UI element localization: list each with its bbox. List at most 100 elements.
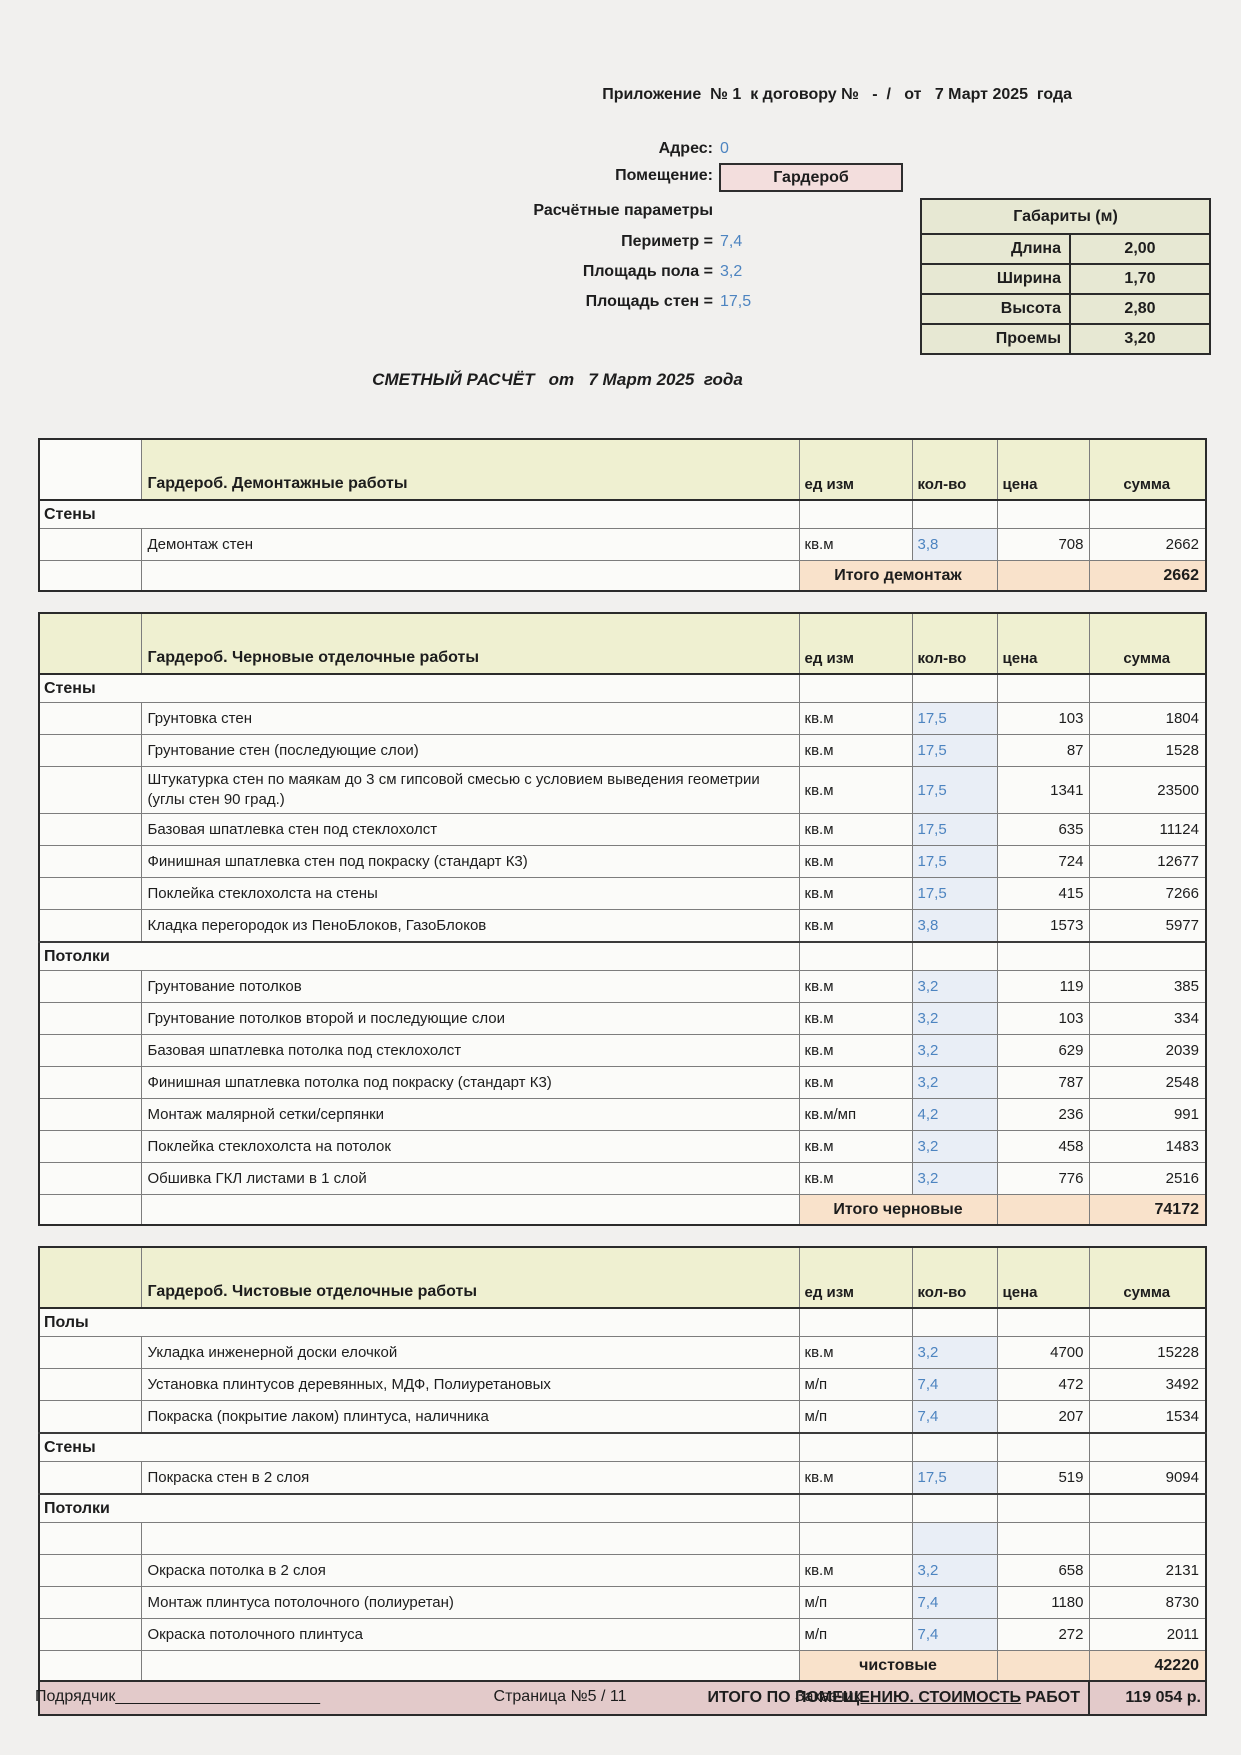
item-qty: 17,5 [911,877,998,910]
item-sum: 2548 [1088,1066,1207,1099]
row-margin-cell [38,766,142,814]
item-price: 119 [996,970,1090,1003]
item-unit: кв.м [798,1554,913,1587]
price-cell [996,941,1090,971]
item-unit [798,1522,913,1555]
item-sum: 2662 [1088,528,1207,561]
item-description: Монтаж малярной сетки/серпянки [140,1098,800,1131]
table-row: Финишная шпатлевка стен под покраску (ст… [38,845,1207,878]
row-margin-cell [38,845,142,878]
item-unit: кв.м [798,734,913,767]
table-row: Базовая шпатлевка стен под стеклохолст кв… [38,813,1207,846]
item-description: Монтаж плинтуса потолочного (полиуретан) [140,1586,800,1619]
table-row: Установка плинтусов деревянных, МДФ, Пол… [38,1368,1207,1401]
unit-cell [798,499,913,529]
item-sum: 2516 [1088,1162,1207,1195]
row-margin-cell [38,1098,142,1131]
item-unit: кв.м [798,1130,913,1163]
table-row: Финишная шпатлевка потолка под покраску … [38,1066,1207,1099]
item-description: Демонтаж стен [140,528,800,561]
item-price: 519 [996,1461,1090,1495]
price-cell [996,1307,1090,1337]
row-margin-cell [38,813,142,846]
item-qty: 4,2 [911,1098,998,1131]
section-corner-cell [38,612,142,675]
item-description: Поклейка стеклохолста на потолок [140,1130,800,1163]
sum-cell [1088,1493,1207,1523]
item-price: 708 [996,528,1090,561]
item-price: 236 [996,1098,1090,1131]
section-header-row: Гардероб. Черновые отделочные работы ед и… [38,612,1207,675]
subtotal-spacer [140,1194,800,1226]
dimensions-title-row: Габариты (м) [920,198,1211,235]
appendix-line: Приложение № 1 к договору № - / от 7 Мар… [602,86,1072,103]
item-price: 87 [996,734,1090,767]
param-floor-area-label: Площадь пола = [582,263,713,280]
row-margin-cell [38,877,142,910]
group-label: Полы [38,1307,800,1337]
item-sum: 2039 [1088,1034,1207,1067]
item-qty: 3,2 [911,1034,998,1067]
group-row: Полы [38,1307,1207,1337]
section-title: Гардероб. Чистовые отделочные работы [140,1246,800,1309]
params-title: Расчётные параметры [533,202,713,219]
group-label: Потолки [38,941,800,971]
item-price: 458 [996,1130,1090,1163]
subtotal-spacer [140,560,800,592]
dimension-value: 3,20 [1069,323,1211,355]
row-margin-cell [38,1554,142,1587]
item-description: Базовая шпатлевка потолка под стеклохолс… [140,1034,800,1067]
dimension-value: 2,00 [1069,233,1211,265]
item-qty: 3,2 [911,970,998,1003]
param-perimeter-value: 7,4 [720,233,743,250]
row-margin-cell [38,702,142,735]
item-description: Укладка инженерной доски елочкой [140,1336,800,1369]
table-row: Демонтаж стен кв.м 3,8 708 2662 [38,528,1207,561]
row-margin-cell [38,909,142,943]
item-description: Обшивка ГКЛ листами в 1 слой [140,1162,800,1195]
param-wall-area: Площадь стен = 17,5 [0,293,751,311]
item-unit: кв.м [798,702,913,735]
item-qty [911,1522,998,1555]
section-title: Гардероб. Демонтажные работы [140,438,800,501]
subtotal-value: 2662 [1088,560,1207,592]
qty-cell [911,1432,998,1462]
item-sum: 23500 [1088,766,1207,814]
item-price: 635 [996,813,1090,846]
sum-cell [1088,673,1207,703]
group-label: Стены [38,673,800,703]
dimension-row-length: Длина 2,00 [920,233,1211,265]
group-row: Стены [38,1432,1207,1462]
item-qty: 17,5 [911,766,998,814]
table-row: Обшивка ГКЛ листами в 1 слой кв.м 3,2 776 25… [38,1162,1207,1195]
dimension-row-openings: Проемы 3,20 [920,323,1211,355]
item-sum: 1528 [1088,734,1207,767]
item-sum: 334 [1088,1002,1207,1035]
table-row: Укладка инженерной доски елочкой кв.м 3,2 4… [38,1336,1207,1369]
row-margin-cell [38,528,142,561]
dimension-label: Высота [920,293,1071,325]
item-price: 103 [996,1002,1090,1035]
column-header-unit: ед изм [798,1246,913,1309]
item-unit: кв.м [798,1162,913,1195]
row-margin-cell [38,1034,142,1067]
item-description: Грунтование потолков [140,970,800,1003]
item-price: 658 [996,1554,1090,1587]
subtotal-row: Итого черновые 74172 [38,1194,1207,1226]
item-sum: 1534 [1088,1400,1207,1434]
qty-cell [911,673,998,703]
item-sum: 991 [1088,1098,1207,1131]
item-qty: 3,8 [911,528,998,561]
subtotal-value: 74172 [1088,1194,1207,1226]
item-sum: 2131 [1088,1554,1207,1587]
column-header-qty: кол-во [911,612,998,675]
item-description [140,1522,800,1555]
dimension-label: Длина [920,233,1071,265]
item-description: Покраска (покрытие лаком) плинтуса, нали… [140,1400,800,1434]
item-price: 207 [996,1400,1090,1434]
item-price: 776 [996,1162,1090,1195]
section-title: Гардероб. Черновые отделочные работы [140,612,800,675]
item-unit: м/п [798,1368,913,1401]
dimension-label: Ширина [920,263,1071,295]
section-header-row: Гардероб. Демонтажные работы ед изм кол-во… [38,438,1207,501]
